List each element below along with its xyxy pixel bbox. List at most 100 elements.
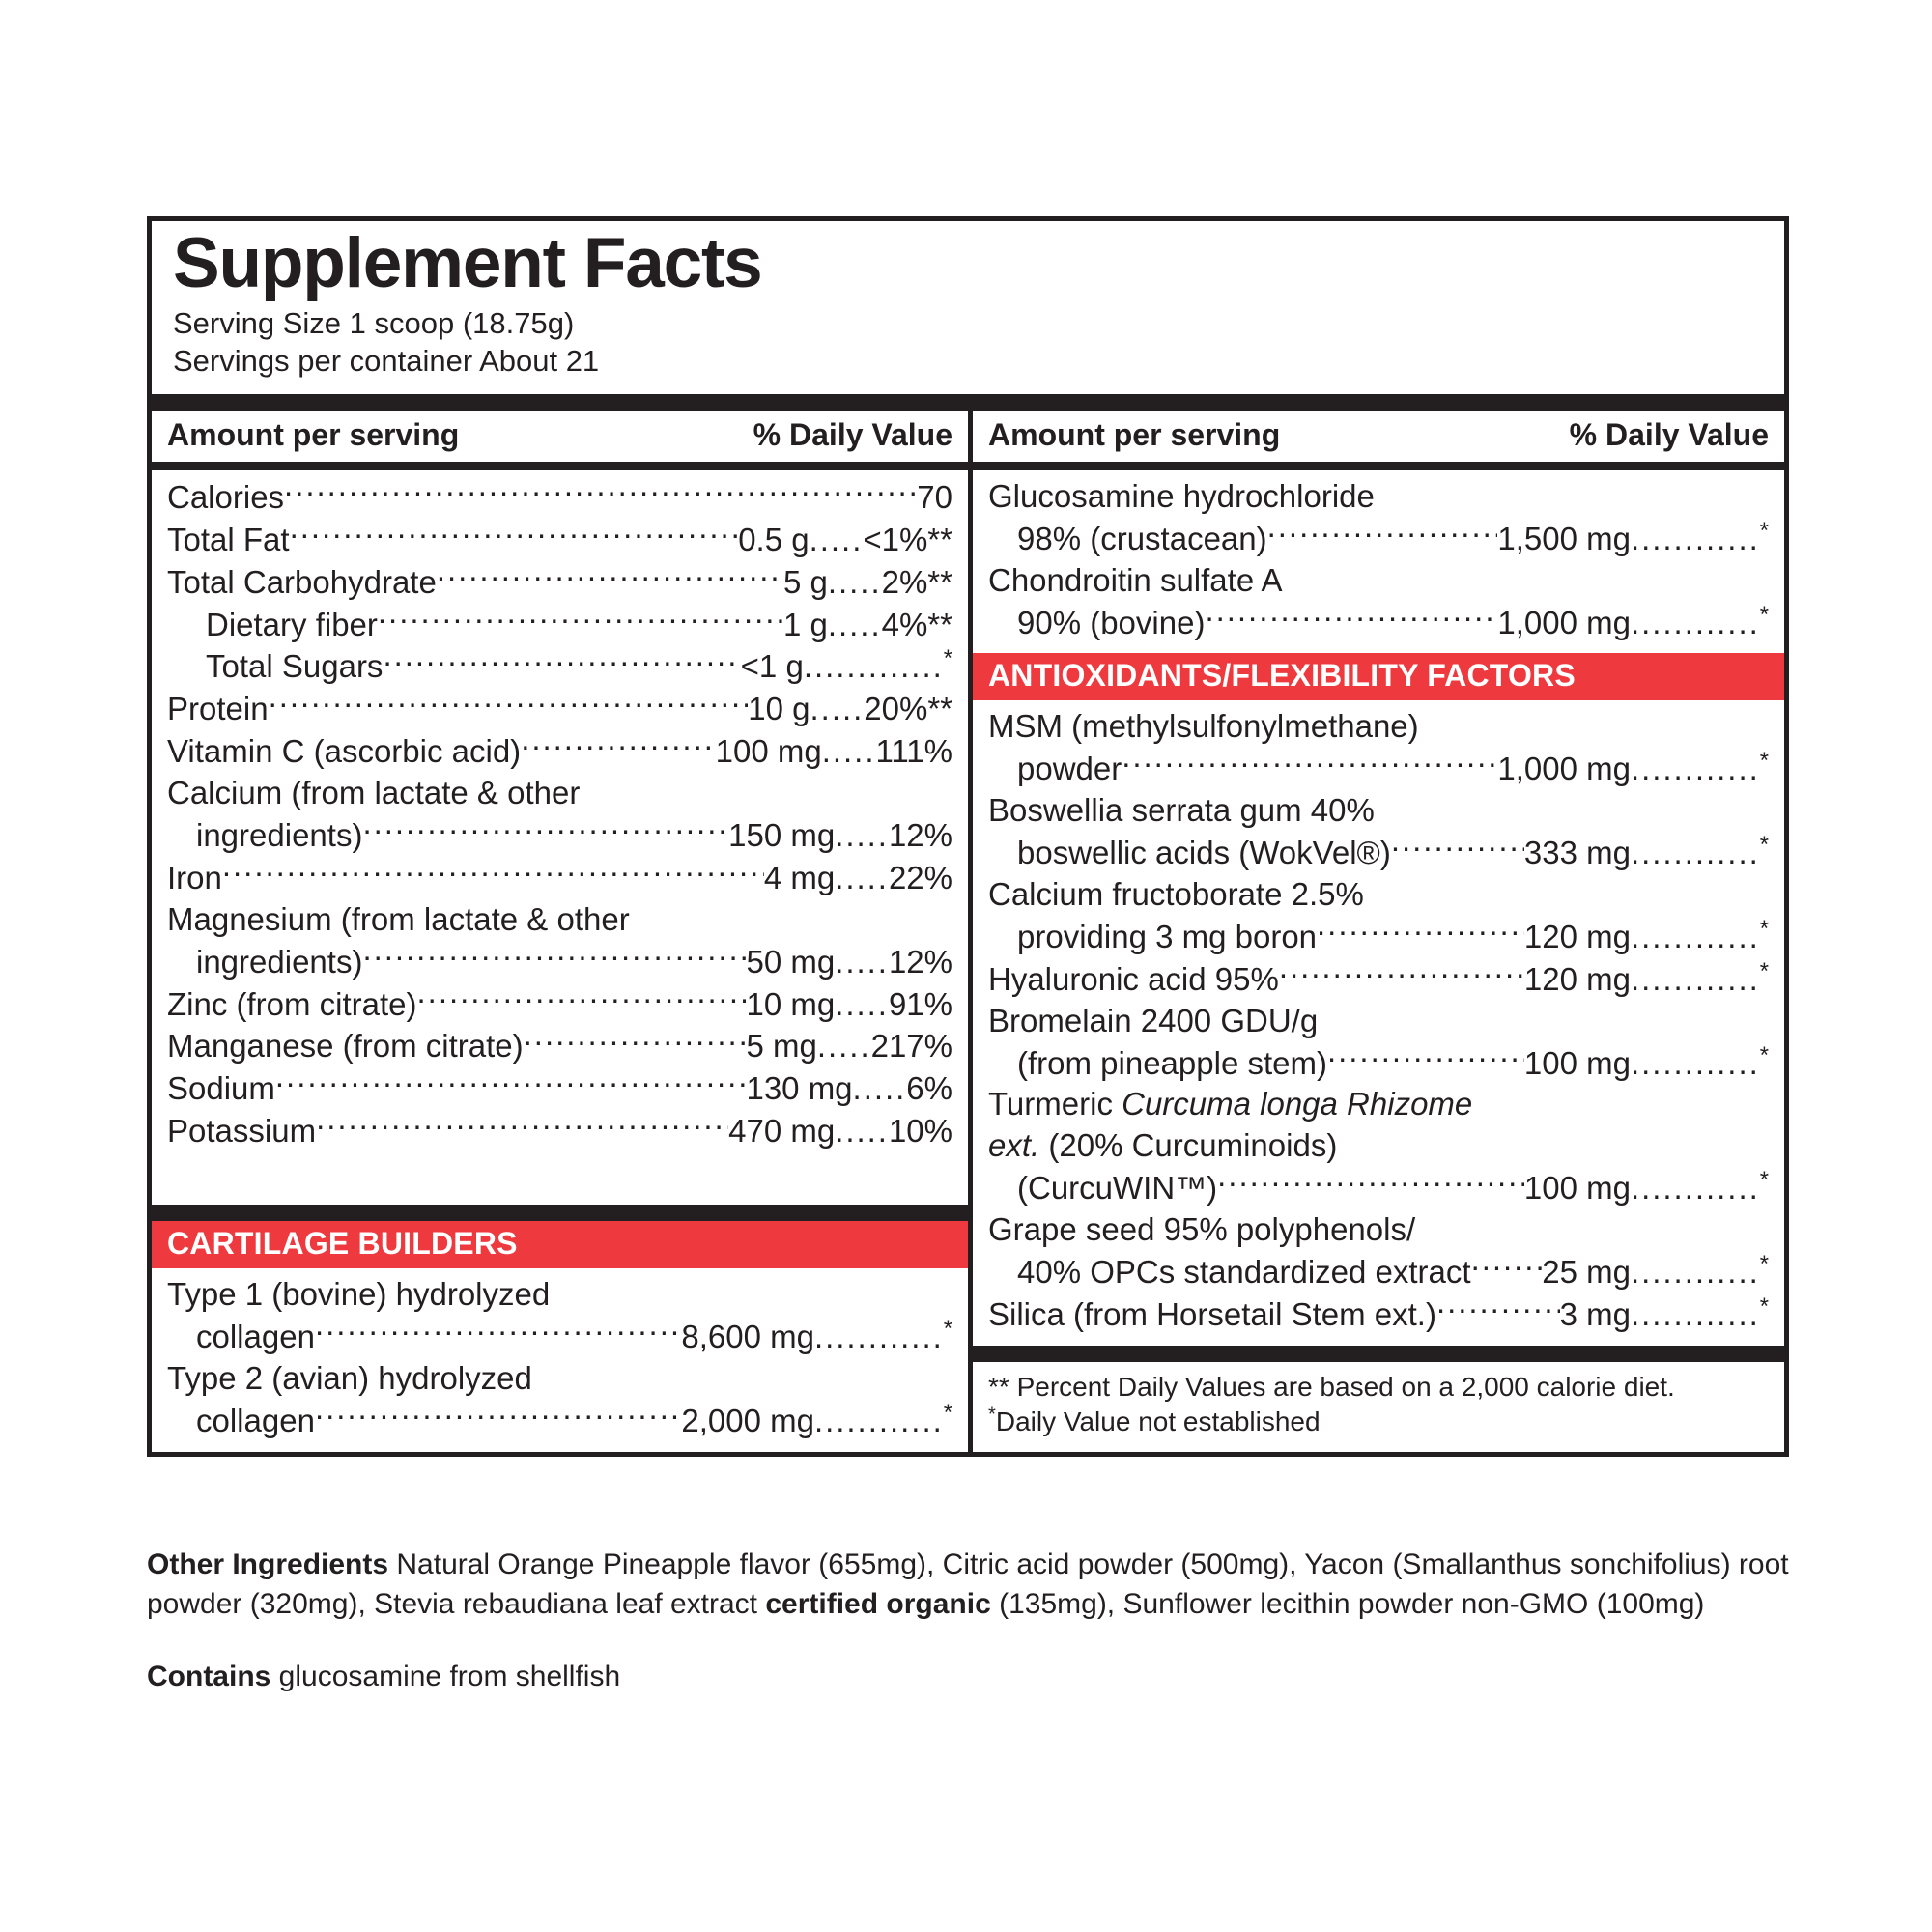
nutrient-daily-value: * [1759, 1293, 1769, 1320]
dot-leader [362, 941, 746, 973]
left-header-rule [152, 461, 968, 470]
divider-heavy-top [152, 393, 1784, 411]
nutrient-amount: 100 mg [1523, 1044, 1631, 1081]
nutrient-daily-value: 22% [888, 859, 952, 895]
nutrient-name: Silica (from Horsetail Stem ext.) [988, 1295, 1436, 1332]
nutrient-amount: 10 g [748, 691, 810, 727]
nutrient-amount: 10 mg [746, 985, 836, 1022]
other-ingredients-text-2: (135mg), Sunflower lecithin powder non-G… [990, 1587, 1705, 1620]
dot-leader [222, 857, 764, 889]
nutrient-row: Total Sugars <1 g.............* [167, 645, 952, 688]
nutrient-row: Hyaluronic acid 95% 120 mg............* [988, 958, 1769, 1001]
nutrient-daily-value: <1%** [863, 521, 952, 557]
nutrient-row: Zinc (from citrate) 10 mg.....91% [167, 983, 952, 1026]
nutrient-columns: Amount per serving % Daily Value Calorie… [152, 410, 1784, 1452]
antioxidant-rows: MSM (methylsulfonylmethane) powder 1,000 m… [973, 700, 1784, 1345]
right-header-rule [973, 461, 1784, 470]
nutrient-name: (CurcuWIN™) [1017, 1170, 1218, 1207]
right-header-amount: Amount per serving [988, 416, 1281, 452]
dot-leader-dv: ..... [835, 985, 889, 1022]
nutrient-daily-value: * [1759, 1251, 1769, 1278]
dot-leader [1205, 602, 1497, 634]
nutrient-row: ingredients) 150 mg.....12% [167, 814, 952, 857]
nutrient-daily-value: * [1759, 517, 1769, 544]
nutrient-row: providing 3 mg boron 120 mg............* [988, 916, 1769, 958]
left-nutrient-rows: Calories70Total Fat0.5 g.....<1%**Total … [152, 470, 968, 1162]
nutrient-name: collagen [196, 1318, 315, 1354]
dot-leader-dv: ............ [813, 1318, 944, 1354]
nutrient-name: Total Fat [167, 521, 290, 557]
contains-paragraph: Contains glucosamine from shellfish [147, 1658, 1789, 1697]
nutrient-name-line: Boswellia serrata gum 40% [988, 792, 1375, 829]
dot-leader-dv: ............ [1630, 751, 1760, 787]
dot-leader-dv: ............ [813, 1402, 944, 1438]
nutrient-amount: 5 mg [746, 1028, 817, 1065]
nutrient-name-line: ext. (20% Curcuminoids) [988, 1127, 1338, 1164]
nutrient-amount: 70 [917, 478, 952, 515]
nutrient-name-line: Type 2 (avian) hydrolyzed [167, 1359, 532, 1396]
nutrient-amount: 333 mg [1523, 835, 1631, 871]
nutrient-amount: 1,000 mg [1497, 751, 1631, 787]
nutrient-row: collagen 8,600 mg............* [167, 1316, 952, 1358]
nutrient-daily-value: * [943, 1315, 952, 1342]
nutrient-row: boswellic acids (WokVel®) 333 mg.........… [988, 832, 1769, 874]
dot-leader [378, 604, 783, 636]
right-header-dv: % Daily Value [1569, 416, 1769, 452]
nutrient-daily-value: 2%** [881, 563, 952, 600]
dot-leader [284, 476, 917, 508]
antioxidant-section-heading: ANTIOXIDANTS/FLEXIBILITY FACTORS [973, 653, 1784, 701]
nutrient-row: Silica (from Horsetail Stem ext.) 3 mg...… [988, 1293, 1769, 1336]
nutrient-name: ingredients) [196, 943, 363, 980]
dot-leader-dv: ..... [809, 521, 864, 557]
dot-leader [316, 1110, 728, 1142]
nutrient-amount: 2,000 mg [681, 1402, 814, 1438]
nutrient-name: Calories [167, 478, 285, 515]
nutrient-name: Vitamin C (ascorbic acid) [167, 733, 522, 770]
nutrient-name: 40% OPCs standardized extract [1017, 1254, 1471, 1291]
nutrient-name-line: Turmeric Curcuma longa Rhizome [988, 1086, 1473, 1122]
nutrient-daily-value: * [1759, 748, 1769, 775]
nutrient-daily-value: * [1759, 1041, 1769, 1068]
other-ingredients-paragraph: Other Ingredients Natural Orange Pineapp… [147, 1546, 1789, 1625]
nutrient-amount: 5 g [782, 563, 828, 600]
nutrient-row: Dietary fiber 1 g.....4%** [167, 604, 952, 646]
footnote-dv-not-established: *Daily Value not established [988, 1404, 1321, 1437]
left-header-amount: Amount per serving [167, 416, 460, 452]
nutrient-name: 98% (crustacean) [1017, 520, 1267, 556]
dot-leader-dv: ..... [852, 1070, 907, 1107]
nutrient-amount: 100 mg [715, 733, 822, 770]
footnotes: ** Percent Daily Values are based on a 2… [973, 1362, 1784, 1452]
nutrient-daily-value: 10% [888, 1113, 952, 1150]
nutrient-row: (CurcuWIN™) 100 mg............* [988, 1167, 1769, 1209]
nutrient-name-line: MSM (methylsulfonylmethane) [988, 708, 1419, 745]
dot-leader-dv: ............. [803, 648, 944, 685]
left-header-dv: % Daily Value [753, 416, 952, 452]
nutrient-name-line: Magnesium (from lactate & other [167, 900, 630, 937]
dot-leader [1391, 832, 1524, 864]
column-divider [968, 410, 973, 1452]
nutrient-name-line: Bromelain 2400 GDU/g [988, 1002, 1319, 1038]
nutrient-amount: 100 mg [1523, 1170, 1631, 1207]
footnote-dv-basis: ** Percent Daily Values are based on a 2… [988, 1371, 1675, 1402]
dot-leader [1279, 958, 1524, 990]
dot-leader-dv: ............ [1630, 835, 1760, 871]
left-spacer [152, 1162, 968, 1205]
nutrient-daily-value: 12% [888, 943, 952, 980]
nutrient-row: Potassium 470 mg.....10% [167, 1110, 952, 1152]
cartilage-section-heading: CARTILAGE BUILDERS [152, 1221, 968, 1269]
page-title: Supplement Facts [173, 224, 763, 302]
nutrient-daily-value: * [1759, 915, 1769, 942]
dot-leader [524, 1025, 747, 1057]
nutrient-name-line: Glucosamine hydrochloride [988, 477, 1375, 514]
dot-leader [383, 645, 740, 677]
nutrient-daily-value: * [1759, 1167, 1769, 1194]
nutrient-row: Vitamin C (ascorbic acid) 100 mg.....111% [167, 730, 952, 773]
dot-leader-dv: ..... [816, 1028, 871, 1065]
nutrient-name: Hyaluronic acid 95% [988, 960, 1279, 997]
nutrient-row: Calories 70 [167, 476, 952, 519]
dot-leader [1267, 518, 1498, 550]
nutrient-amount: 0.5 g [738, 521, 810, 557]
nutrient-name: Total Sugars [206, 648, 384, 685]
facts-panel: Supplement Facts Serving Size 1 scoop (1… [147, 216, 1789, 1457]
nutrient-name: Dietary fiber [206, 606, 378, 642]
